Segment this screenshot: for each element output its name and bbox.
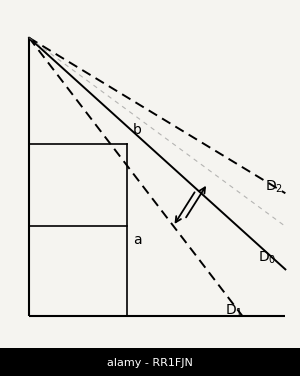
Text: D$_0$: D$_0$ xyxy=(258,250,276,266)
Text: alamy - RR1FJN: alamy - RR1FJN xyxy=(107,358,193,368)
Text: a: a xyxy=(133,233,141,247)
Text: b: b xyxy=(133,123,142,137)
Text: D$_2$: D$_2$ xyxy=(265,179,283,195)
Text: D$_1$: D$_1$ xyxy=(225,303,243,319)
